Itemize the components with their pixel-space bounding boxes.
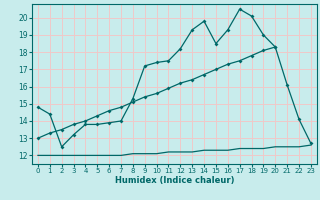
X-axis label: Humidex (Indice chaleur): Humidex (Indice chaleur) (115, 176, 234, 185)
